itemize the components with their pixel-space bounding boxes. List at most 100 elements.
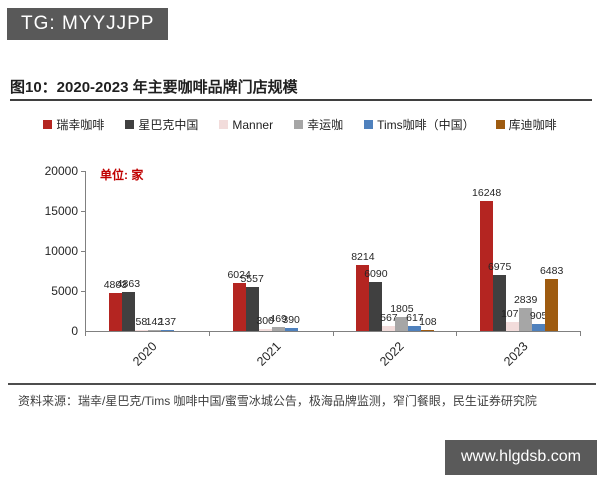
telegram-badge[interactable]: TG: MYYJJPP: [7, 8, 169, 40]
y-axis-tick-label: 0: [71, 324, 78, 338]
bar-value-label: 905: [529, 310, 548, 322]
bar-group-2021: 6024 5557 300 469 390: [210, 171, 334, 331]
x-axis-label-2022: 2022: [377, 339, 408, 369]
bar-瑞幸咖啡-2021: [232, 283, 246, 331]
y-axis-tick: [81, 291, 85, 292]
legend-item-Tims咖啡（中国）: Tims咖啡（中国）: [364, 116, 475, 133]
bar-value-label: 16248: [472, 187, 502, 199]
bar-value-label: 390: [282, 314, 300, 326]
bar-幸运咖-2022: [395, 317, 409, 331]
bar-slot: 905: [530, 310, 547, 331]
bar-value-label: 567: [380, 312, 398, 324]
legend-marker-icon: [364, 120, 374, 129]
bar-Manner-2020: [134, 330, 148, 331]
bar-slot: 2839: [514, 294, 537, 331]
x-axis-label-2021: 2021: [253, 339, 284, 369]
bar-slot: 4803: [104, 279, 127, 331]
bar-星巴克中国-2023: [493, 275, 507, 331]
bar-星巴克中国-2022: [369, 282, 383, 331]
bar-value-label: 6090: [364, 268, 388, 280]
figure-title: 图10：2020-2023 年主要咖啡品牌门店规模: [10, 79, 298, 96]
bar-value-label: 108: [419, 316, 437, 328]
legend-item-库迪咖啡: 库迪咖啡: [495, 116, 557, 133]
bar-slot: 108: [419, 316, 437, 331]
legend-item-幸运咖: 幸运咖: [294, 116, 343, 133]
bar-slot: 137: [159, 316, 176, 331]
bar-Tims咖啡（中国）-2023: [532, 324, 546, 331]
legend-item-瑞幸咖啡: 瑞幸咖啡: [43, 116, 104, 133]
legend-label: 星巴克中国: [138, 118, 199, 132]
title-divider: [10, 99, 592, 101]
x-axis-label-2020: 2020: [129, 339, 160, 369]
bar-瑞幸咖啡-2023: [480, 201, 494, 331]
bar-value-label: 58: [135, 316, 148, 328]
source-divider: [8, 383, 596, 385]
bar-slot: 142: [146, 316, 163, 331]
legend-marker-icon: [294, 120, 304, 129]
bar-slot: 6483: [540, 265, 563, 331]
legend-label: Manner: [232, 117, 274, 132]
legend-marker-icon: [125, 120, 135, 129]
bar-星巴克中国-2020: [121, 292, 135, 331]
bar-value-label: 469: [269, 313, 287, 325]
bar-slot: 390: [282, 314, 300, 331]
bar-value-label: 4803: [103, 279, 128, 291]
bar-Manner-2022: [382, 326, 396, 331]
y-axis-tick: [81, 171, 85, 172]
bar-value-label: 5557: [240, 273, 264, 285]
bar-库迪咖啡-2023: [545, 279, 559, 331]
x-axis-tick: [580, 332, 581, 336]
bar-value-label: 137: [158, 316, 177, 328]
bar-group-2020: 4803 4863 58 142 137: [86, 171, 210, 331]
bar-幸运咖-2020: [147, 330, 161, 331]
bar-value-label: 142: [145, 316, 164, 328]
bar-group-2023: 16248 6975 1075 2839 905 6483: [457, 171, 581, 331]
website-watermark[interactable]: www.hlgdsb.com: [444, 440, 597, 475]
bar-slot: 5557: [240, 273, 264, 331]
chart-legend: 瑞幸咖啡 星巴克中国 Manner 幸运咖 Tims咖啡（中国） 库迪咖啡: [0, 116, 600, 133]
bar-Tims咖啡（中国）-2021: [284, 328, 298, 331]
unit-label: 单位: 家: [100, 168, 144, 182]
x-axis-tick: [332, 332, 334, 336]
legend-marker-icon: [495, 120, 505, 129]
x-axis-tick: [208, 332, 210, 336]
bar-value-label: 6975: [487, 261, 512, 273]
legend-marker-icon: [43, 120, 53, 129]
bar-slot: 58: [134, 316, 148, 331]
legend-label: 库迪咖啡: [508, 118, 557, 132]
bar-slot: 617: [406, 312, 424, 331]
bar-slot: 6024: [227, 269, 251, 331]
y-axis-tick-label: 15000: [44, 204, 78, 218]
plot-area: 4803 4863 58 142 137 6024 5557 300 469 390 8214 609…: [85, 171, 581, 332]
y-axis-tick: [81, 211, 85, 212]
bar-瑞幸咖啡-2020: [108, 293, 122, 331]
bar-slot: 567: [380, 312, 398, 331]
y-axis-tick-label: 20000: [44, 164, 78, 178]
bar-slot: 469: [269, 313, 287, 331]
bar-value-label: 6483: [539, 265, 564, 277]
x-axis-tick: [85, 332, 86, 336]
x-axis-label-2023: 2023: [501, 339, 531, 369]
legend-label: Tims咖啡（中国）: [377, 118, 475, 132]
bar-value-label: 2839: [513, 294, 538, 306]
y-axis-tick-label: 10000: [44, 244, 78, 258]
bar-group-2022: 8214 6090 567 1805 617 108: [334, 171, 458, 331]
bar-幸运咖-2021: [271, 327, 285, 331]
bar-value-label: 6024: [227, 269, 251, 281]
bar-value-label: 617: [406, 312, 424, 324]
bar-slot: 300: [256, 315, 274, 331]
legend-label: 幸运咖: [307, 118, 344, 132]
bar-value-label: 300: [256, 315, 274, 327]
y-axis-tick: [81, 251, 85, 252]
bar-Manner-2023: [506, 322, 520, 331]
bar-幸运咖-2023: [519, 308, 533, 331]
bar-Tims咖啡（中国）-2022: [408, 326, 422, 331]
y-axis-tick-label: 5000: [51, 284, 78, 298]
bar-Tims咖啡（中国）-2020: [160, 330, 174, 331]
bar-value-label: 4863: [116, 278, 141, 290]
bar-slot: 1805: [390, 303, 414, 331]
legend-item-Manner: Manner: [219, 118, 273, 132]
bar-slot: 8214: [351, 251, 375, 331]
bar-库迪咖啡-2022: [421, 330, 435, 331]
